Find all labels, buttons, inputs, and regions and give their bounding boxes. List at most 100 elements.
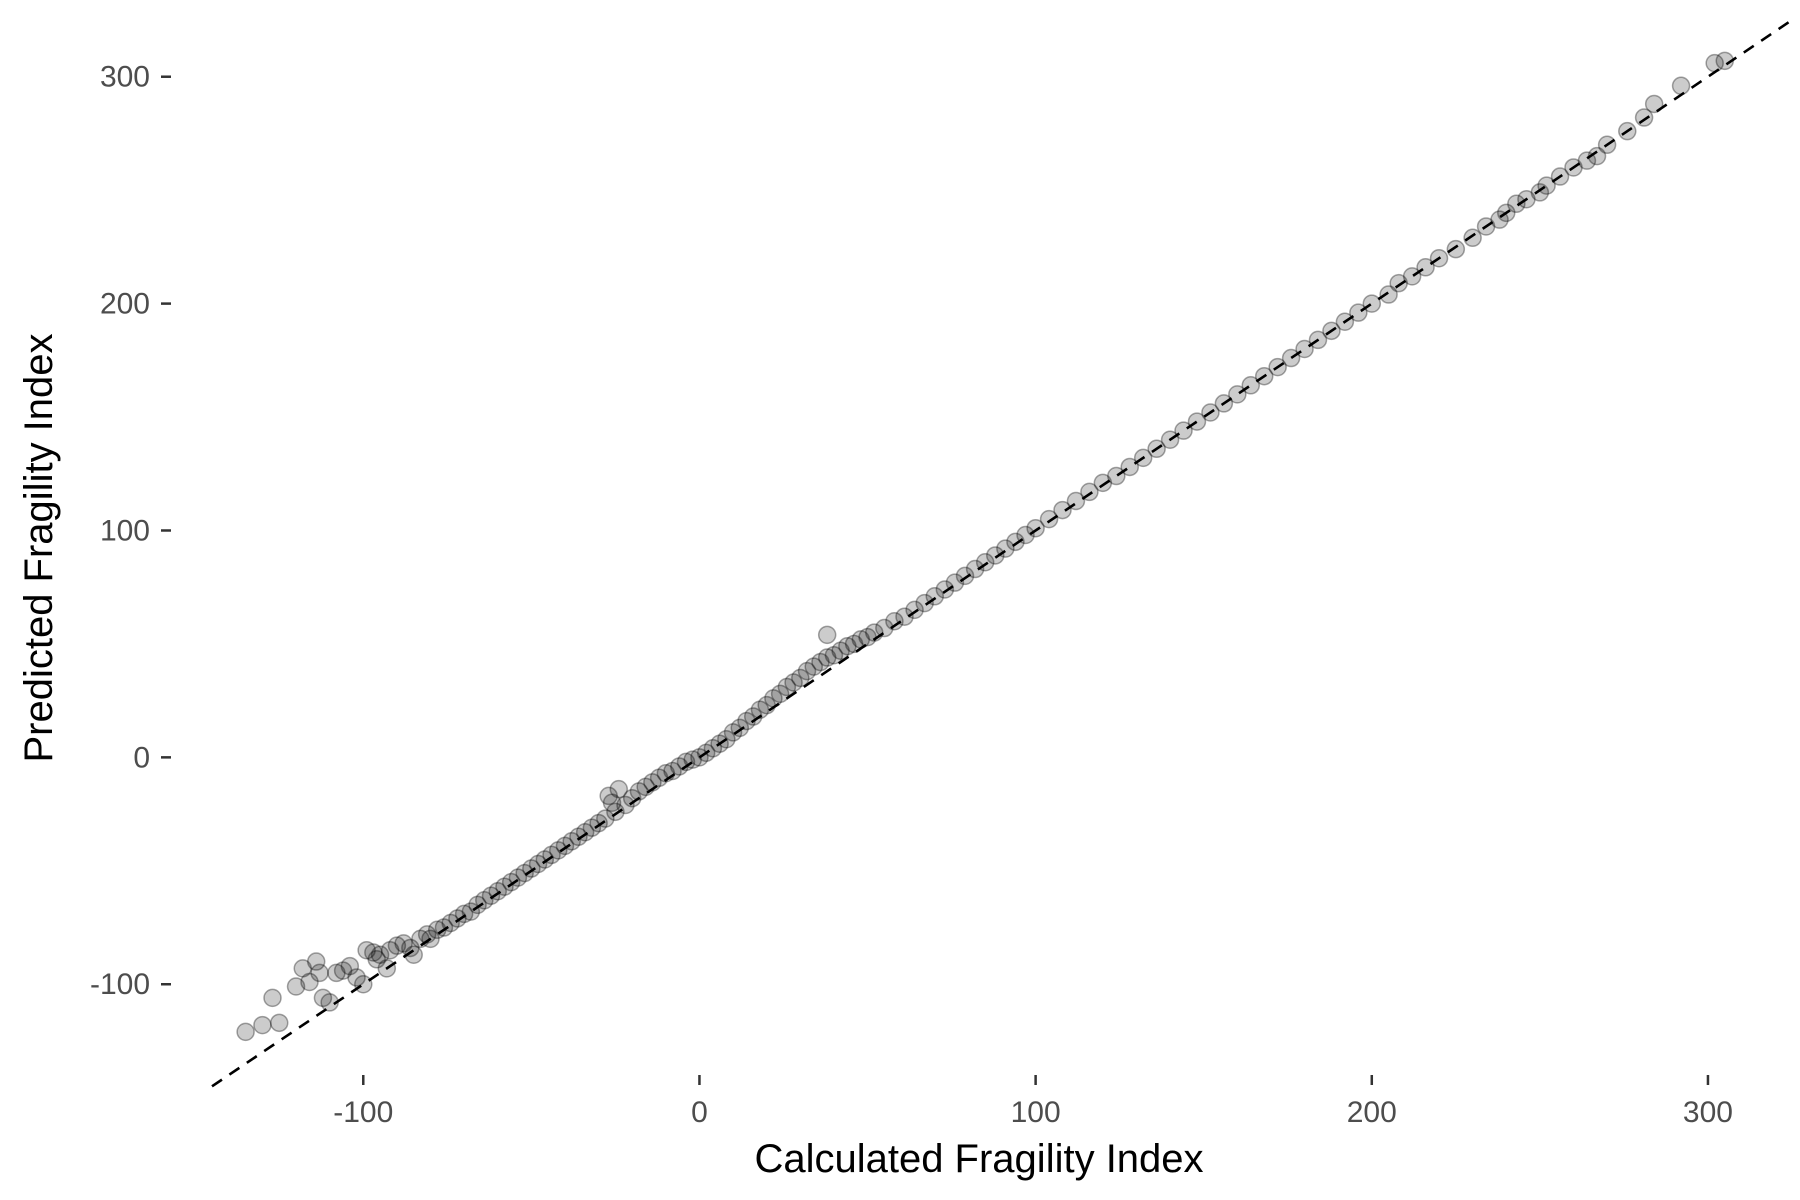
x-axis: -100 0 100 200 300 xyxy=(333,1075,1733,1129)
data-point xyxy=(831,641,850,660)
data-point xyxy=(555,836,575,856)
data-point xyxy=(1026,518,1045,538)
data-point xyxy=(885,611,904,631)
data-point xyxy=(1080,482,1099,502)
data-point xyxy=(1335,312,1355,332)
data-point xyxy=(1268,357,1287,377)
data-point xyxy=(1053,500,1072,520)
data-point xyxy=(1016,525,1035,545)
data-point xyxy=(411,929,430,949)
data-point xyxy=(354,974,373,994)
data-point xyxy=(717,729,736,749)
data-point xyxy=(522,859,541,878)
data-point xyxy=(1634,108,1654,127)
data-point xyxy=(1597,135,1617,155)
data-point xyxy=(441,913,460,933)
data-point xyxy=(811,652,830,672)
data-point xyxy=(710,734,729,754)
data-point xyxy=(965,559,985,579)
data-point xyxy=(269,1013,289,1033)
data-point xyxy=(945,573,965,592)
data-point xyxy=(1446,239,1466,259)
data-point xyxy=(609,779,629,799)
data-point xyxy=(1497,203,1516,223)
data-point xyxy=(1107,466,1126,486)
y-tick-label: -100 xyxy=(90,968,150,1001)
data-point xyxy=(1066,491,1086,511)
data-point xyxy=(569,827,588,847)
data-point xyxy=(589,813,608,833)
data-point xyxy=(340,956,360,976)
data-point xyxy=(690,748,709,767)
data-point xyxy=(1241,376,1261,395)
data-point xyxy=(1120,457,1139,477)
data-point xyxy=(1295,339,1314,359)
data-point xyxy=(670,757,689,776)
data-point xyxy=(1705,53,1724,73)
data-point xyxy=(370,945,390,965)
data-point xyxy=(1507,194,1526,214)
data-point xyxy=(895,607,914,626)
data-point xyxy=(676,752,696,772)
data-point xyxy=(723,723,743,742)
data-point xyxy=(791,668,810,688)
data-point xyxy=(263,988,282,1008)
data-point xyxy=(643,773,662,792)
data-point xyxy=(824,646,844,665)
data-point xyxy=(253,1015,272,1035)
data-point xyxy=(461,902,481,921)
data-point xyxy=(616,795,635,815)
data-point xyxy=(542,845,561,865)
data-point xyxy=(596,809,615,828)
data-point xyxy=(1429,248,1449,268)
data-point xyxy=(1587,146,1607,166)
data-point xyxy=(804,657,823,676)
data-point xyxy=(1201,403,1220,422)
data-point xyxy=(764,689,783,708)
data-point xyxy=(996,539,1015,558)
data-point xyxy=(750,700,770,719)
data-point xyxy=(730,718,750,738)
data-point xyxy=(300,972,319,992)
data-point xyxy=(421,929,440,949)
data-point xyxy=(925,587,945,606)
y-axis-title: Predicted Fragility Index xyxy=(17,333,61,762)
data-point xyxy=(1349,303,1368,322)
data-point xyxy=(427,920,447,940)
data-point xyxy=(575,822,595,842)
data-point xyxy=(357,940,376,960)
data-point xyxy=(1362,294,1382,313)
data-point xyxy=(401,938,420,958)
data-point xyxy=(602,793,622,812)
data-point xyxy=(306,952,326,971)
data-point xyxy=(865,623,884,642)
data-point xyxy=(448,909,467,928)
data-point xyxy=(875,618,894,638)
data-point xyxy=(1147,439,1166,459)
data-point xyxy=(1214,394,1234,413)
data-point xyxy=(743,707,763,726)
data-point xyxy=(817,648,837,667)
data-point xyxy=(1463,228,1482,248)
data-point xyxy=(606,802,625,822)
y-tick-label: 200 xyxy=(100,288,150,321)
data-point xyxy=(1379,285,1398,304)
x-axis-title: Calculated Fragility Index xyxy=(754,1137,1203,1181)
data-point xyxy=(364,943,383,962)
data-point xyxy=(1187,412,1207,431)
data-point xyxy=(310,963,329,983)
data-point xyxy=(475,891,494,910)
data-point xyxy=(313,988,333,1008)
data-point xyxy=(955,566,975,586)
data-point xyxy=(817,625,837,645)
data-point xyxy=(1389,273,1408,293)
data-point xyxy=(417,925,437,944)
data-point xyxy=(1671,76,1691,96)
y-tick-label: 0 xyxy=(133,741,150,774)
data-point xyxy=(935,580,955,599)
data-point xyxy=(1537,176,1556,195)
data-point xyxy=(1715,51,1735,71)
data-point xyxy=(844,634,864,654)
data-point xyxy=(797,661,817,681)
